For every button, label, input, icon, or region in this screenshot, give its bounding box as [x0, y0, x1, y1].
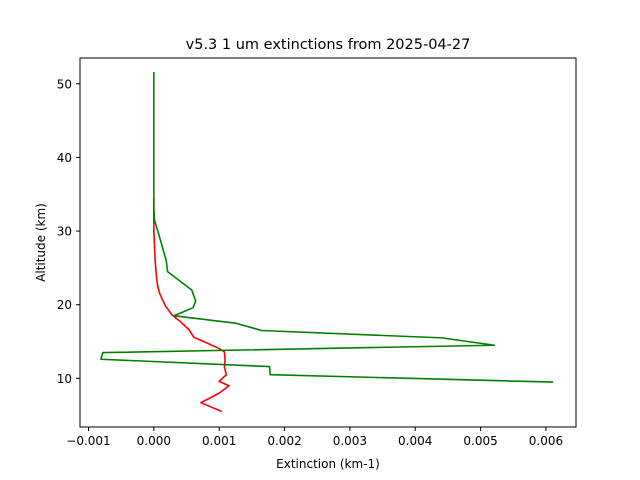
x-tick-label: 0.005	[463, 434, 497, 448]
y-axis-label: Altitude (km)	[34, 203, 48, 282]
x-tick-label: 0.006	[529, 434, 563, 448]
series-line-1	[153, 197, 230, 413]
x-axis: −0.001 0.000 0.001 0.002 0.003 0.004 0.005 0.00…	[66, 427, 563, 448]
y-axis: 10 20 30 40 50	[57, 77, 80, 386]
x-tick-label: 0.003	[333, 434, 367, 448]
x-tick-label: 0.001	[202, 434, 236, 448]
x-axis-label: Extinction (km-1)	[276, 457, 380, 471]
series-layer	[100, 71, 554, 413]
x-tick-label: 0.000	[137, 434, 171, 448]
y-tick-label: 40	[57, 151, 72, 165]
y-tick-label: 50	[57, 77, 72, 91]
x-tick-label: 0.002	[267, 434, 301, 448]
x-tick-label: 0.004	[398, 434, 432, 448]
chart-title: v5.3 1 um extinctions from 2025-04-27	[186, 37, 471, 53]
y-tick-label: 20	[57, 298, 72, 312]
series-line-2	[100, 71, 554, 383]
y-tick-label: 10	[57, 372, 72, 386]
x-tick-label: −0.001	[66, 434, 110, 448]
plot-frame	[79, 57, 577, 428]
y-tick-label: 30	[57, 225, 72, 239]
